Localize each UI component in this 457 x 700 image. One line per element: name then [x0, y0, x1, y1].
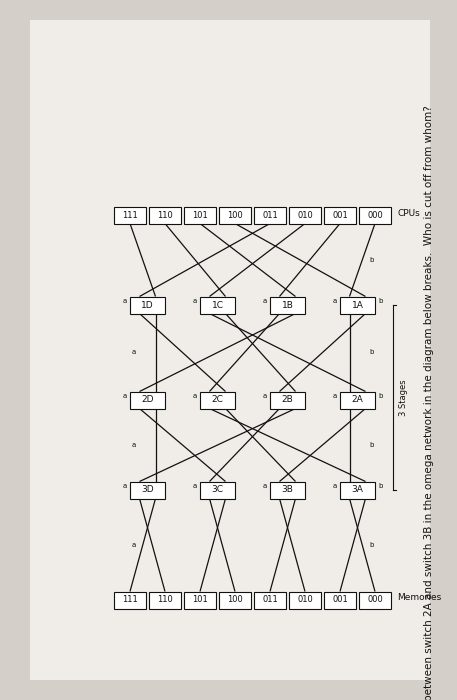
Text: 3A: 3A — [351, 486, 363, 494]
FancyBboxPatch shape — [30, 20, 430, 680]
Text: 1A: 1A — [351, 300, 363, 309]
FancyBboxPatch shape — [219, 592, 251, 608]
FancyBboxPatch shape — [324, 206, 356, 223]
Text: 011: 011 — [262, 211, 278, 220]
FancyBboxPatch shape — [184, 206, 216, 223]
Text: a: a — [123, 393, 127, 399]
Text: 2A: 2A — [351, 395, 363, 405]
Text: 3B: 3B — [282, 486, 293, 494]
Text: a: a — [123, 298, 127, 304]
FancyBboxPatch shape — [114, 592, 146, 608]
Text: b: b — [378, 393, 383, 399]
Text: b: b — [378, 298, 383, 304]
Text: 2C: 2C — [212, 395, 223, 405]
FancyBboxPatch shape — [130, 391, 165, 409]
FancyBboxPatch shape — [289, 592, 321, 608]
Text: 39. Suppose that the wire between switch 2A and switch 3B in the omega network i: 39. Suppose that the wire between switch… — [424, 105, 434, 700]
Text: 1B: 1B — [282, 300, 293, 309]
FancyBboxPatch shape — [340, 297, 375, 314]
Text: 111: 111 — [122, 596, 138, 605]
Text: a: a — [333, 483, 337, 489]
Text: 010: 010 — [297, 211, 313, 220]
Text: CPUs: CPUs — [397, 209, 420, 218]
FancyBboxPatch shape — [130, 482, 165, 498]
Text: 111: 111 — [122, 211, 138, 220]
Text: a: a — [131, 349, 135, 356]
FancyBboxPatch shape — [270, 391, 305, 409]
FancyBboxPatch shape — [200, 391, 235, 409]
FancyBboxPatch shape — [149, 592, 181, 608]
Text: 011: 011 — [262, 596, 278, 605]
Text: b: b — [378, 483, 383, 489]
Text: b: b — [370, 542, 374, 548]
Text: a: a — [193, 483, 197, 489]
Text: 1C: 1C — [212, 300, 223, 309]
Text: b: b — [370, 349, 374, 356]
Text: 001: 001 — [332, 596, 348, 605]
FancyBboxPatch shape — [270, 297, 305, 314]
FancyBboxPatch shape — [270, 482, 305, 498]
FancyBboxPatch shape — [130, 297, 165, 314]
FancyBboxPatch shape — [114, 206, 146, 223]
FancyBboxPatch shape — [340, 391, 375, 409]
FancyBboxPatch shape — [200, 297, 235, 314]
Text: a: a — [263, 483, 267, 489]
Text: 2B: 2B — [282, 395, 293, 405]
Text: a: a — [131, 542, 135, 548]
Text: 000: 000 — [367, 596, 383, 605]
FancyBboxPatch shape — [254, 592, 286, 608]
FancyBboxPatch shape — [289, 206, 321, 223]
Text: a: a — [263, 298, 267, 304]
FancyBboxPatch shape — [219, 206, 251, 223]
FancyBboxPatch shape — [254, 206, 286, 223]
Text: 010: 010 — [297, 596, 313, 605]
FancyBboxPatch shape — [359, 206, 391, 223]
Text: 3D: 3D — [141, 486, 154, 494]
Text: b: b — [370, 442, 374, 448]
Text: 000: 000 — [367, 211, 383, 220]
Text: Memories: Memories — [397, 594, 441, 603]
Text: a: a — [333, 393, 337, 399]
Text: 101: 101 — [192, 596, 208, 605]
FancyBboxPatch shape — [359, 592, 391, 608]
Text: 3 Stages: 3 Stages — [399, 379, 408, 416]
Text: a: a — [193, 298, 197, 304]
Text: 2D: 2D — [141, 395, 154, 405]
Text: 100: 100 — [227, 211, 243, 220]
Text: 110: 110 — [157, 596, 173, 605]
Text: a: a — [333, 298, 337, 304]
Text: 100: 100 — [227, 596, 243, 605]
Text: 001: 001 — [332, 211, 348, 220]
Text: 3C: 3C — [212, 486, 223, 494]
Text: 1D: 1D — [141, 300, 154, 309]
FancyBboxPatch shape — [324, 592, 356, 608]
Text: a: a — [263, 393, 267, 399]
Text: 110: 110 — [157, 211, 173, 220]
Text: a: a — [123, 483, 127, 489]
FancyBboxPatch shape — [149, 206, 181, 223]
Text: b: b — [370, 257, 374, 263]
FancyBboxPatch shape — [200, 482, 235, 498]
FancyBboxPatch shape — [184, 592, 216, 608]
Text: 101: 101 — [192, 211, 208, 220]
Text: a: a — [131, 442, 135, 448]
Text: a: a — [193, 393, 197, 399]
FancyBboxPatch shape — [340, 482, 375, 498]
